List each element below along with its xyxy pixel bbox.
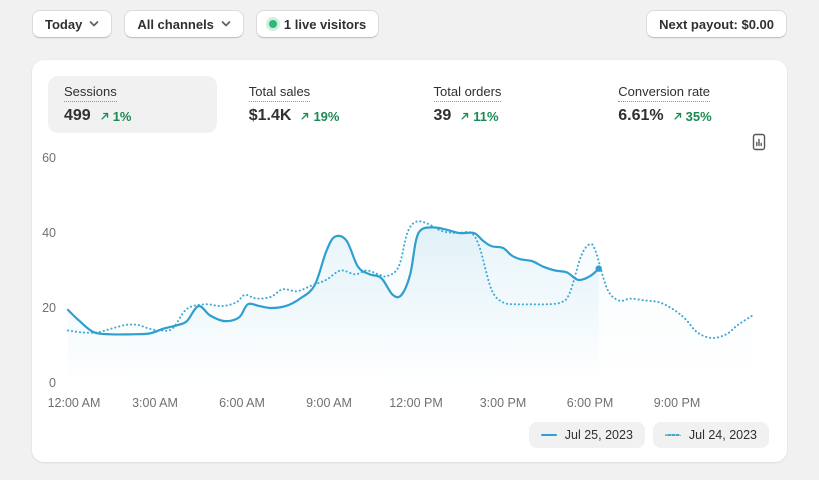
solid-line-swatch-icon [540, 434, 557, 436]
x-tick-label: 9:00 PM [654, 396, 701, 410]
series-line-0 [66, 226, 600, 336]
live-visitors-label: 1 live visitors [283, 16, 367, 32]
x-tick-label: 3:00 PM [480, 396, 527, 410]
channel-filter-label: All channels [137, 16, 214, 32]
x-tick-label: 3:00 AM [132, 396, 178, 410]
date-range-label: Today [45, 16, 83, 32]
x-tick-label: 9:00 AM [306, 396, 352, 410]
live-visitors-badge[interactable]: 1 live visitors [255, 10, 380, 38]
legend-item-jul-24[interactable]: Jul 24, 2023 [652, 422, 769, 448]
next-payout-label: Next payout: $0.00 [659, 16, 774, 32]
arrow-up-right-icon [101, 112, 108, 120]
x-tick-label: 6:00 AM [219, 396, 265, 410]
x-tick-label: 12:00 AM [48, 396, 101, 410]
metric-delta: 11% [460, 109, 499, 124]
arrow-up-right-icon [674, 112, 681, 120]
metric-delta: 1% [100, 109, 132, 124]
legend-label: Jul 24, 2023 [688, 428, 757, 442]
chart-legend: Jul 25, 2023 Jul 24, 2023 [48, 422, 771, 448]
dotted-line-swatch-icon [664, 434, 681, 436]
x-tick-label: 12:00 PM [389, 396, 443, 410]
analytics-card: Sessions 499 1% Total sales $1.4K 19% To… [32, 60, 787, 462]
metric-delta: 19% [300, 109, 339, 124]
metric-value: $1.4K [248, 107, 292, 124]
metrics-row: Sessions 499 1% Total sales $1.4K 19% To… [48, 76, 771, 133]
metric-delta: 35% [673, 109, 712, 124]
series-line-1 [67, 220, 754, 340]
arrow-up-right-icon [461, 112, 469, 120]
series-end-dot [595, 265, 602, 272]
metric-tab-sessions[interactable]: Sessions 499 1% [48, 76, 217, 133]
metric-label: Total sales [248, 84, 311, 102]
sessions-chart[interactable]: 0 20 40 60 12:00 AM 3:00 AM 6:00 AM 9:00 AM 12:0… [42, 135, 771, 420]
metric-tab-total-sales[interactable]: Total sales $1.4K 19% [233, 76, 402, 133]
legend-label: Jul 25, 2023 [564, 428, 633, 442]
metric-tab-conversion-rate[interactable]: Conversion rate 6.61% 35% [602, 76, 771, 133]
y-tick-label: 0 [49, 376, 56, 390]
metric-value: 39 [433, 107, 452, 124]
legend-item-jul-25[interactable]: Jul 25, 2023 [528, 422, 645, 448]
channel-filter-button[interactable]: All channels [124, 10, 244, 38]
date-range-button[interactable]: Today [32, 10, 113, 38]
y-tick-label: 20 [42, 301, 56, 315]
chevron-down-icon [89, 21, 99, 27]
metric-label: Total orders [433, 84, 502, 102]
next-payout-button[interactable]: Next payout: $0.00 [646, 10, 787, 38]
live-dot-icon [268, 20, 277, 28]
metric-label: Sessions [64, 84, 117, 102]
metric-value: 6.61% [618, 107, 664, 124]
metric-label: Conversion rate [618, 84, 711, 102]
chevron-down-icon [221, 21, 231, 27]
export-chart-button[interactable] [749, 132, 769, 152]
topbar: Today All channels 1 live visitors Next … [0, 0, 819, 38]
file-chart-icon [752, 133, 766, 151]
metric-value: 499 [64, 107, 91, 124]
series-area-1 [68, 221, 753, 383]
y-tick-label: 40 [42, 226, 56, 240]
metric-tab-total-orders[interactable]: Total orders 39 11% [418, 76, 587, 133]
y-tick-label: 60 [42, 151, 56, 165]
arrow-up-right-icon [301, 112, 309, 120]
line-chart-canvas[interactable]: 0 20 40 60 12:00 AM 3:00 AM 6:00 AM 9:00 AM 12:0… [42, 135, 771, 420]
topbar-filters: Today All channels 1 live visitors [32, 10, 380, 38]
x-tick-label: 6:00 PM [567, 396, 614, 410]
